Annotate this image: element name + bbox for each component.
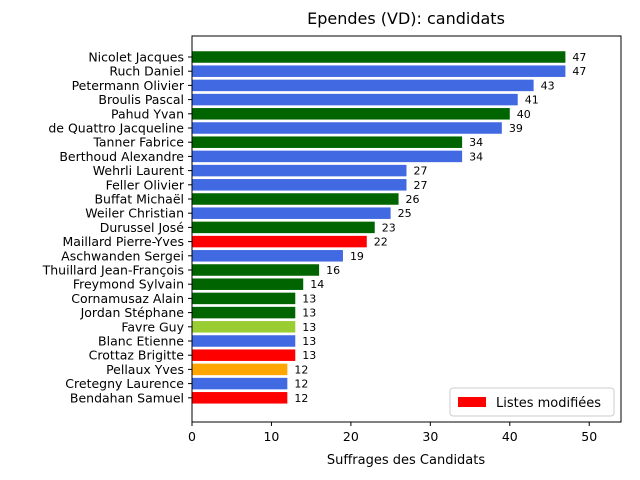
value-label: 23 bbox=[382, 221, 396, 234]
category-label: Broulis Pascal bbox=[98, 92, 184, 107]
bar bbox=[192, 349, 296, 361]
value-label: 34 bbox=[469, 150, 483, 163]
bar bbox=[192, 235, 367, 248]
value-label: 25 bbox=[398, 207, 412, 220]
category-label: Tanner Fabrice bbox=[92, 135, 184, 150]
category-label: Ruch Daniel bbox=[109, 64, 184, 79]
bar bbox=[192, 150, 463, 163]
bar bbox=[192, 207, 391, 219]
bar bbox=[192, 136, 463, 148]
value-label: 34 bbox=[469, 136, 483, 149]
legend-swatch bbox=[458, 397, 486, 407]
legend-label: Listes modifiées bbox=[496, 396, 601, 411]
category-label: Wehrli Laurent bbox=[93, 163, 184, 178]
value-label: 47 bbox=[572, 65, 586, 78]
value-label: 39 bbox=[509, 122, 523, 135]
category-label: Weiler Christian bbox=[85, 206, 184, 221]
chart-title: Ependes (VD): candidats bbox=[307, 9, 505, 28]
value-label: 13 bbox=[302, 307, 316, 320]
x-tick-label: 50 bbox=[581, 429, 597, 444]
value-label: 12 bbox=[294, 378, 308, 391]
value-label: 14 bbox=[310, 278, 324, 291]
legend: Listes modifiées bbox=[449, 387, 615, 417]
category-label: Cornamusaz Alain bbox=[71, 291, 184, 306]
value-label: 12 bbox=[294, 392, 308, 405]
category-label: de Quattro Jacqueline bbox=[48, 121, 184, 136]
bar bbox=[192, 164, 407, 177]
value-label: 13 bbox=[302, 335, 316, 348]
x-axis-label: Suffrages des Candidats bbox=[327, 453, 486, 468]
value-label: 43 bbox=[541, 79, 555, 92]
category-label: Maillard Pierre-Yves bbox=[62, 234, 184, 249]
category-label: Petermann Olivier bbox=[72, 78, 185, 93]
value-label: 47 bbox=[572, 51, 586, 64]
category-label: Blanc Etienne bbox=[98, 334, 184, 349]
category-label: Pellaux Yves bbox=[106, 362, 184, 377]
bar bbox=[192, 79, 534, 92]
value-label: 19 bbox=[350, 250, 364, 263]
category-label: Aschwanden Sergei bbox=[61, 248, 184, 263]
value-label: 13 bbox=[302, 292, 316, 305]
category-label: Cretegny Laurence bbox=[65, 376, 184, 391]
bar bbox=[192, 65, 566, 77]
bar bbox=[192, 122, 502, 134]
category-label: Favre Guy bbox=[121, 319, 184, 334]
category-label: Thuillard Jean-François bbox=[42, 263, 184, 278]
bar bbox=[192, 306, 296, 319]
value-label: 13 bbox=[302, 349, 316, 362]
category-label: Pahud Yvan bbox=[111, 106, 184, 121]
value-label: 16 bbox=[326, 264, 340, 277]
bar bbox=[192, 193, 399, 205]
category-label: Feller Olivier bbox=[106, 177, 185, 192]
bar bbox=[192, 264, 320, 276]
value-label: 26 bbox=[406, 193, 420, 206]
x-tick-label: 40 bbox=[502, 429, 518, 444]
value-label: 27 bbox=[414, 179, 428, 192]
x-tick-label: 0 bbox=[188, 429, 196, 444]
bar bbox=[192, 292, 296, 305]
x-axis: 0 10 20 30 40 50 bbox=[188, 422, 597, 444]
x-tick-label: 10 bbox=[263, 429, 279, 444]
bar bbox=[192, 377, 288, 390]
x-tick-label: 30 bbox=[422, 429, 438, 444]
value-label: 40 bbox=[517, 108, 531, 121]
plot-frame bbox=[191, 35, 622, 423]
bar bbox=[192, 321, 296, 333]
bar bbox=[192, 179, 407, 191]
bar bbox=[192, 250, 343, 262]
legend-box bbox=[449, 387, 615, 417]
bar bbox=[192, 221, 375, 234]
category-label: Jordan Stéphane bbox=[80, 305, 185, 320]
category-label: Freymond Sylvain bbox=[73, 277, 184, 292]
category-label: Bendahan Samuel bbox=[70, 390, 184, 405]
value-label: 12 bbox=[294, 363, 308, 376]
bar bbox=[192, 108, 510, 120]
category-label: Durussel José bbox=[100, 220, 185, 235]
bar bbox=[192, 278, 304, 290]
value-label: 41 bbox=[525, 94, 539, 107]
value-label: 22 bbox=[374, 236, 388, 249]
bar bbox=[192, 392, 288, 404]
category-label: Buffat Michaël bbox=[94, 192, 184, 207]
category-label: Nicolet Jacques bbox=[88, 50, 184, 65]
bar bbox=[192, 363, 288, 376]
bar bbox=[192, 93, 518, 106]
value-labels-group: 4747434140393434272726252322191614131313… bbox=[294, 51, 586, 405]
bar bbox=[192, 51, 566, 63]
bars-group bbox=[192, 51, 566, 404]
bar bbox=[192, 335, 296, 347]
value-label: 27 bbox=[414, 165, 428, 178]
x-tick-label: 20 bbox=[343, 429, 359, 444]
value-label: 13 bbox=[302, 321, 316, 334]
category-label: Berthoud Alexandre bbox=[59, 149, 184, 164]
category-label: Crottaz Brigitte bbox=[89, 348, 185, 363]
